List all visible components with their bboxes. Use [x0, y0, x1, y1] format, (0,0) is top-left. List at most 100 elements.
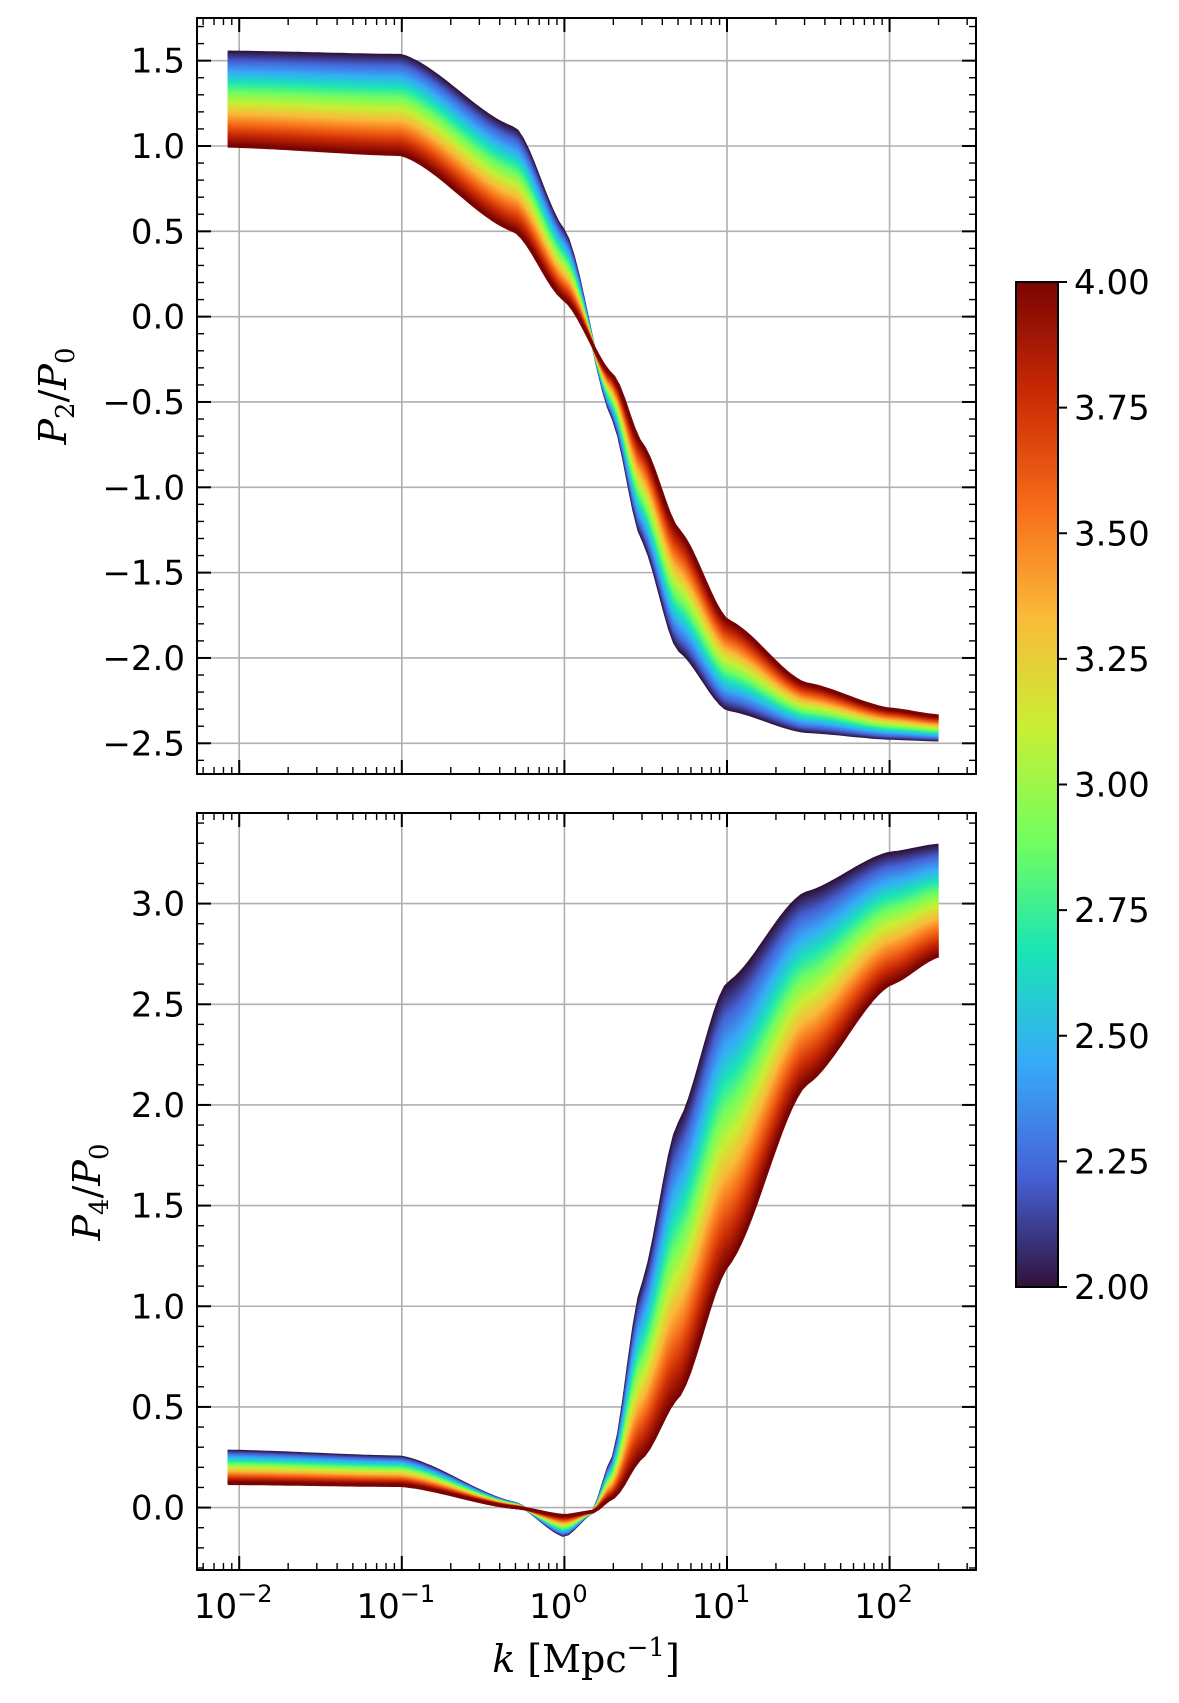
top-band-curve — [227, 131, 939, 721]
top-ylabel-sub: 2 — [51, 402, 81, 419]
top-band-curve — [227, 122, 939, 724]
top-band-curve — [227, 100, 939, 729]
top-band-curve — [227, 84, 939, 733]
top-band-curve — [227, 81, 939, 734]
bottom-ytick-label: 0.5 — [131, 1388, 185, 1428]
top-ylabel-den: P — [31, 363, 75, 391]
top-band-curve — [227, 123, 939, 723]
top-band-curve — [227, 73, 939, 736]
top-band-curve — [227, 103, 939, 728]
top-band-curve — [227, 91, 939, 731]
top-ytick-label: 0.5 — [131, 212, 185, 252]
top-ytick-label: −1.0 — [102, 468, 185, 508]
colorbar-tick-label: 2.25 — [1074, 1142, 1150, 1182]
top-ylabel: P2/P0 — [31, 347, 81, 445]
top-band-curve — [227, 98, 939, 730]
top-band-curve — [227, 121, 939, 724]
bottom-panel: 3.02.52.01.51.00.50.0 10−2 10−1 100 101 102 … — [65, 812, 977, 1681]
top-band-curve — [227, 104, 939, 728]
top-ytick-label: −2.5 — [102, 724, 185, 764]
top-band-curve — [227, 82, 939, 734]
top-band-curve — [227, 93, 939, 731]
bottom-ytick-labels: 3.0 2.5 2.0 1.5 1.0 0.5 0.0 — [131, 885, 185, 1529]
top-band-curve — [227, 55, 939, 741]
top-ytick-label: 1.5 — [131, 42, 185, 82]
bottom-ytick-label: 0.0 — [131, 1489, 185, 1529]
top-band-curve — [227, 85, 939, 733]
top-band-curve — [227, 61, 939, 739]
top-band-curve — [227, 88, 939, 732]
top-band-curve — [227, 132, 939, 721]
top-band-curve — [227, 76, 939, 735]
bottom-ytick-label: 3.0 — [131, 885, 185, 925]
colorbar-tick-label: 3.00 — [1074, 766, 1150, 806]
top-band-curve — [227, 62, 939, 739]
top-band-curve — [227, 118, 939, 725]
top-band-curve — [227, 74, 939, 736]
top-band-curve — [227, 134, 939, 720]
xtick-label: 10−1 — [356, 1580, 435, 1627]
top-band-curve — [227, 83, 939, 734]
top-band-curve — [227, 101, 939, 729]
colorbar-tick-label: 3.50 — [1074, 514, 1150, 554]
top-band-curve — [227, 111, 939, 726]
top-band-curve — [227, 119, 939, 724]
top-band-curve — [227, 70, 939, 737]
top-ylabel-sep: / — [31, 389, 75, 402]
top-band-curve — [227, 108, 939, 727]
xlabel-unit: Mpc — [542, 1637, 627, 1681]
top-band-curve — [227, 107, 939, 727]
bottom-band-curve — [227, 934, 940, 1521]
xlabel-close-bracket: ] — [665, 1637, 680, 1681]
top-band-curve — [227, 71, 939, 737]
top-band-curve — [227, 60, 939, 740]
top-band-curve — [227, 56, 939, 740]
bottom-ylabel-den-sub: 0 — [85, 1143, 115, 1160]
bottom-xtick-labels: 10−2 10−1 100 101 102 — [194, 1580, 913, 1627]
top-band-curve — [227, 110, 939, 727]
bottom-ticks — [197, 813, 976, 1570]
top-panel: 1.51.00.50.0−0.5−1.0−1.5−2.0−2.5 P2/P0 — [31, 17, 977, 775]
top-band-curve — [227, 96, 939, 730]
xlabel-open-bracket: [ — [527, 1637, 542, 1681]
colorbar-tick-label: 4.00 — [1074, 263, 1150, 303]
top-band-curve — [227, 127, 939, 722]
bottom-plot-frame — [196, 812, 977, 1571]
xtick-label: 101 — [692, 1580, 751, 1627]
bottom-ytick-label: 2.0 — [131, 1086, 185, 1126]
top-band-curve — [227, 117, 939, 725]
top-band-curve — [227, 130, 939, 722]
colorbar-gradient — [1015, 281, 1059, 1288]
top-band-curve — [227, 87, 939, 733]
top-band-curve — [227, 144, 939, 718]
top-band-curve — [227, 128, 939, 722]
top-band-curve — [227, 102, 939, 729]
top-ytick-label: −0.5 — [102, 383, 185, 423]
top-band-curve — [227, 64, 939, 738]
top-band-curve — [227, 124, 939, 723]
xtick-label: 100 — [529, 1580, 588, 1627]
top-ytick-label: 1.0 — [131, 127, 185, 167]
top-band-curve — [227, 109, 939, 727]
bottom-xlabel: k [Mpc−1] — [492, 1633, 680, 1681]
top-band-curve — [227, 69, 939, 737]
top-band-curve — [227, 53, 939, 741]
top-band-curve — [227, 129, 939, 722]
top-band-curve — [227, 79, 939, 735]
colorbar-tick-label: 3.75 — [1074, 389, 1150, 429]
bottom-ytick-label: 1.5 — [131, 1187, 185, 1227]
bottom-band — [227, 843, 940, 1537]
top-band-curve — [227, 94, 939, 731]
top-ylabel-den-sub: 0 — [51, 347, 81, 364]
bottom-ytick-label: 2.5 — [131, 985, 185, 1025]
bottom-ylabel-p: P — [65, 1214, 109, 1242]
top-ytick-label: −2.0 — [102, 639, 185, 679]
top-plot-frame — [196, 17, 977, 775]
top-band-curve — [227, 52, 939, 741]
top-band-curve — [227, 95, 939, 730]
top-ylabel-p: P — [31, 418, 75, 446]
bottom-ylabel-sub: 4 — [85, 1198, 115, 1215]
top-ytick-label: −1.5 — [102, 554, 185, 594]
top-band-curve — [227, 90, 939, 732]
